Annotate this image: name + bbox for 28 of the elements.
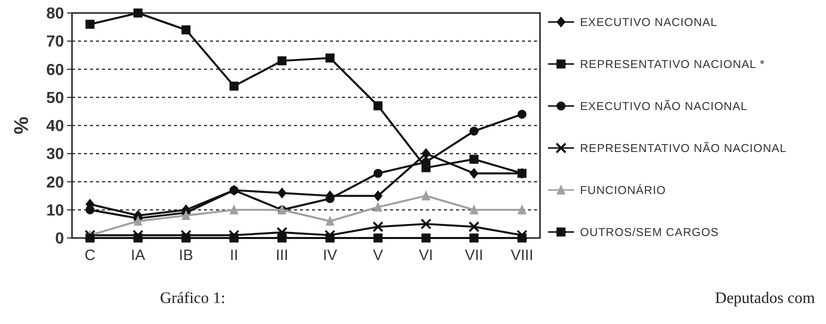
- y-tick-label: 20: [46, 174, 64, 192]
- y-tick-label: 80: [46, 6, 64, 23]
- x-tick-label: III: [276, 247, 288, 264]
- x-tick-label: VIII: [510, 247, 534, 264]
- x-tick-label: VII: [464, 247, 484, 264]
- legend-label: EXECUTIVO NÃO NACIONAL: [580, 99, 748, 114]
- y-tick-label: 40: [46, 118, 64, 136]
- x-tick-label: IB: [178, 247, 194, 264]
- y-axis-title: %: [11, 116, 33, 134]
- legend-label: FUNCIONÁRIO: [580, 184, 666, 198]
- y-tick-label: 70: [46, 34, 64, 51]
- legend-label: REPRESENTATIVO NACIONAL *: [580, 59, 765, 72]
- x-tick-label: II: [230, 247, 238, 264]
- legend-label: REPRESENTATIVO NÃO NACIONAL: [580, 141, 787, 156]
- y-tick-label: 0: [55, 230, 64, 248]
- x-tick-label: C: [84, 247, 96, 264]
- y-tick-label: 10: [46, 202, 64, 220]
- text: Deputados com: [715, 290, 816, 307]
- y-tick-label: 30: [46, 146, 64, 164]
- x-tick-label: V: [372, 247, 384, 264]
- legend-label: EXECUTIVO NACIONAL: [580, 17, 718, 30]
- y-tick-label: 60: [46, 62, 64, 79]
- text: Gráfico 1:: [160, 290, 226, 307]
- x-tick-label: IV: [322, 247, 338, 264]
- x-tick-label: IA: [130, 247, 146, 264]
- x-tick-label: VI: [418, 247, 434, 264]
- y-tick-label: 50: [46, 90, 64, 107]
- legend-label: OUTROS/SEM CARGOS: [580, 227, 719, 240]
